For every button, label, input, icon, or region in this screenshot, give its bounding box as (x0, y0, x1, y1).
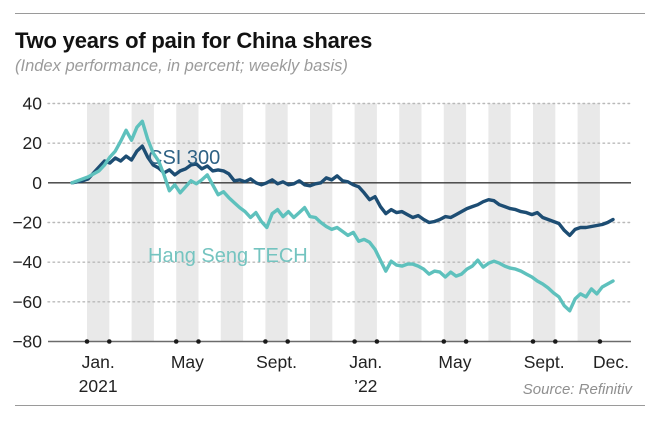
x-tick-label: Sept. (524, 352, 565, 372)
x-tick-label: Dec. (593, 352, 629, 372)
csi300-series-label: CSI 300 (148, 147, 220, 169)
source-label: Source: Refinitiv (522, 381, 632, 398)
axis-tick-dot (107, 339, 112, 344)
month-band (399, 103, 422, 342)
axis-tick-dot (196, 339, 201, 344)
y-tick-label: −40 (12, 252, 42, 272)
y-tick-label: −80 (12, 332, 42, 352)
axis-tick-dot (463, 339, 469, 344)
y-tick-label: 40 (23, 94, 43, 114)
month-band (220, 103, 244, 342)
month-band (265, 103, 288, 342)
bottom-rule (15, 405, 645, 406)
chart-subtitle: (Index performance, in percent; weekly b… (15, 57, 348, 75)
x-tick-label: Sept. (256, 352, 297, 372)
month-band (354, 103, 377, 342)
y-tick-label: −60 (12, 292, 42, 312)
hstech-line (70, 119, 615, 313)
axis-tick-dot (173, 339, 179, 344)
x-tick-label: May (438, 352, 471, 372)
x-tick-label: Jan. (349, 352, 382, 372)
x-tick-year-label: ’22 (354, 376, 377, 396)
x-tick-label: Jan. (82, 352, 115, 372)
top-rule (15, 13, 645, 14)
hstech-series-label: Hang Seng TECH (148, 245, 308, 267)
y-tick-label: 0 (32, 173, 42, 193)
axis-tick-dot (374, 339, 380, 344)
x-tick-label: May (171, 352, 204, 372)
axis-tick-dot (441, 339, 447, 344)
axis-tick-dot (530, 339, 536, 344)
axis-tick-dot (553, 339, 558, 344)
axis-tick-dot (285, 339, 291, 344)
axis-tick-dot (84, 339, 90, 344)
chart-title: Two years of pain for China shares (15, 28, 373, 53)
y-tick-label: 20 (23, 133, 43, 153)
axis-tick-dot (263, 339, 268, 344)
x-tick-year-label: 2021 (79, 376, 118, 396)
y-tick-label: −20 (12, 213, 42, 233)
axis-tick-dot (352, 339, 357, 344)
axis-tick-dot (597, 339, 603, 344)
